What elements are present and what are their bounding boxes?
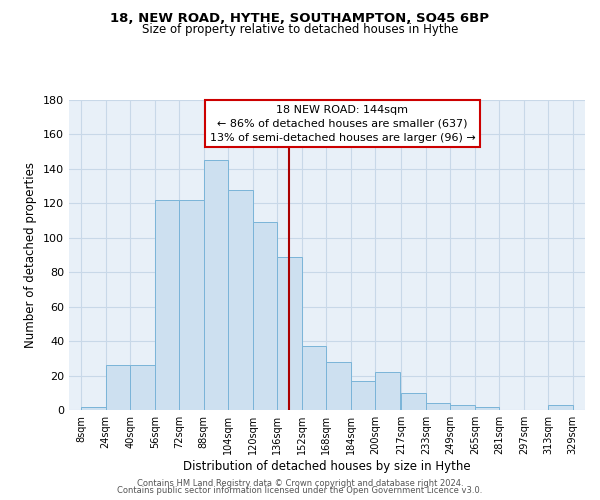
Bar <box>401 393 425 410</box>
Y-axis label: Number of detached properties: Number of detached properties <box>25 162 37 348</box>
Text: Size of property relative to detached houses in Hythe: Size of property relative to detached ho… <box>142 22 458 36</box>
Bar <box>229 190 253 410</box>
Bar <box>302 346 326 410</box>
Text: 18 NEW ROAD: 144sqm
← 86% of detached houses are smaller (637)
13% of semi-detac: 18 NEW ROAD: 144sqm ← 86% of detached ho… <box>209 104 475 142</box>
Bar <box>277 256 302 410</box>
Bar <box>179 200 203 410</box>
Text: Contains HM Land Registry data © Crown copyright and database right 2024.: Contains HM Land Registry data © Crown c… <box>137 478 463 488</box>
Bar <box>130 365 155 410</box>
Text: Contains public sector information licensed under the Open Government Licence v3: Contains public sector information licen… <box>118 486 482 495</box>
Bar <box>106 365 130 410</box>
Bar <box>548 405 572 410</box>
Bar <box>82 406 106 410</box>
Bar <box>326 362 350 410</box>
Bar <box>155 200 179 410</box>
Bar <box>426 403 450 410</box>
Text: 18, NEW ROAD, HYTHE, SOUTHAMPTON, SO45 6BP: 18, NEW ROAD, HYTHE, SOUTHAMPTON, SO45 6… <box>110 12 490 26</box>
Bar <box>451 405 475 410</box>
Bar <box>475 406 499 410</box>
Bar <box>376 372 400 410</box>
Bar <box>351 380 375 410</box>
Bar <box>204 160 228 410</box>
X-axis label: Distribution of detached houses by size in Hythe: Distribution of detached houses by size … <box>183 460 471 473</box>
Bar <box>253 222 277 410</box>
